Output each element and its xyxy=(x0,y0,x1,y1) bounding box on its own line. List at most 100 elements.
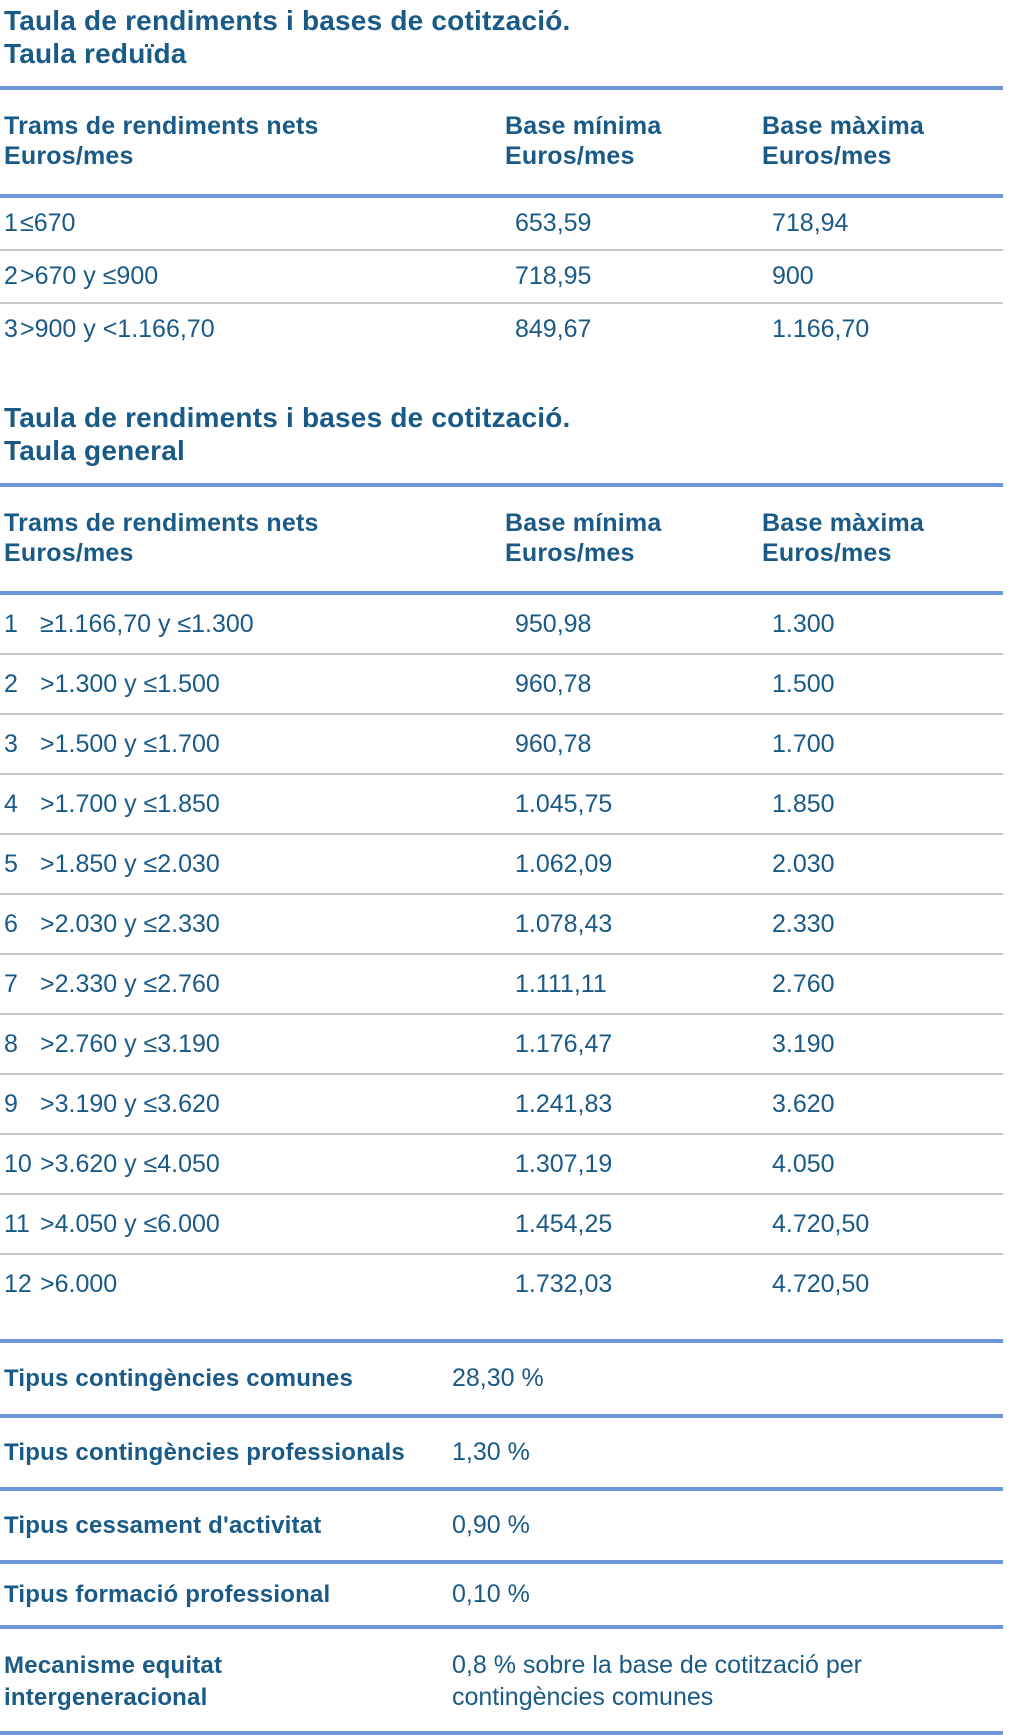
cell-base-minima: 1.176,47 xyxy=(515,1030,613,1058)
table-row: 7 >2.330 y ≤2.760 1.111,11 2.760 xyxy=(0,955,1003,1015)
rate-value: 0,10 % xyxy=(452,1580,530,1608)
column-header-trams: Trams de rendiments nets Euros/mes xyxy=(0,508,505,568)
column-header-base-minima-label: Base mínima xyxy=(505,509,662,537)
income-range: >1.700 y ≤1.850 xyxy=(40,790,220,818)
title-line-1: Taula de rendiments i bases de cotitzaci… xyxy=(4,402,571,433)
column-header-base-maxima-unit: Euros/mes xyxy=(762,539,892,567)
cell-base-maxima: 2.760 xyxy=(772,970,835,998)
column-header-base-maxima-unit: Euros/mes xyxy=(762,142,892,170)
table-row: 3>900 y <1.166,70 849,67 1.166,70 xyxy=(0,304,1003,355)
cell-base-maxima: 718,94 xyxy=(772,209,849,237)
rate-row: Mecanisme equitat intergeneracional 0,8 … xyxy=(0,1625,1003,1731)
rate-row: Tipus contingències professionals 1,30 % xyxy=(0,1414,1003,1487)
row-number: 3 xyxy=(4,315,18,343)
rate-label: Tipus formació professional xyxy=(4,1581,331,1608)
cell-tram: 1 ≥1.166,70 y ≤1.300 xyxy=(0,610,505,639)
cell-base-minima: 1.111,11 xyxy=(515,970,607,998)
row-number: 9 xyxy=(4,1090,18,1118)
column-header-base-minima-unit: Euros/mes xyxy=(505,539,635,567)
cell-base-maxima: 1.700 xyxy=(772,730,835,758)
row-number: 10 xyxy=(4,1150,32,1178)
table-row: 4 >1.700 y ≤1.850 1.045,75 1.850 xyxy=(0,775,1003,835)
cell-tram: 10 >3.620 y ≤4.050 xyxy=(0,1150,505,1179)
cell-tram: 3>900 y <1.166,70 xyxy=(0,315,505,344)
cell-base-maxima: 2.030 xyxy=(772,850,835,878)
column-header-base-maxima: Base màxima Euros/mes xyxy=(762,111,1003,171)
income-range: ≤670 xyxy=(20,209,76,237)
column-header-base-maxima: Base màxima Euros/mes xyxy=(762,508,1003,568)
rate-value: 0,90 % xyxy=(452,1511,530,1539)
column-header-base-minima-unit: Euros/mes xyxy=(505,142,635,170)
cell-base-minima: 1.045,75 xyxy=(515,790,613,818)
title-line-2: Taula general xyxy=(4,435,186,466)
rate-value: 0,8 % sobre la base de cotització per co… xyxy=(452,1651,862,1711)
cell-base-maxima: 900 xyxy=(772,262,814,290)
cell-base-maxima: 3.190 xyxy=(772,1030,835,1058)
rates-section: Tipus contingències comunes 28,30 % Tipu… xyxy=(0,1339,1003,1735)
row-number: 5 xyxy=(4,850,18,878)
cell-base-minima: 1.078,43 xyxy=(515,910,613,938)
cell-tram: 3 >1.500 y ≤1.700 xyxy=(0,730,505,759)
cell-tram: 4 >1.700 y ≤1.850 xyxy=(0,790,505,819)
cell-base-minima: 653,59 xyxy=(515,209,592,237)
income-range: >2.030 y ≤2.330 xyxy=(40,910,220,938)
cell-tram: 1≤670 xyxy=(0,209,505,238)
table-general-header-row: Trams de rendiments nets Euros/mes Base … xyxy=(0,483,1003,595)
table-row: 1≤670 653,59 718,94 xyxy=(0,198,1003,251)
table-general-section: Taula de rendiments i bases de cotitzaci… xyxy=(0,397,1003,1313)
cell-base-maxima: 4.720,50 xyxy=(772,1210,870,1238)
row-number: 3 xyxy=(4,730,18,758)
cell-tram: 8 >2.760 y ≤3.190 xyxy=(0,1030,505,1059)
table-row: 1 ≥1.166,70 y ≤1.300 950,98 1.300 xyxy=(0,595,1003,655)
column-header-trams-unit: Euros/mes xyxy=(4,142,134,170)
cell-base-maxima: 4.720,50 xyxy=(772,1270,870,1298)
cell-tram: 6 >2.030 y ≤2.330 xyxy=(0,910,505,939)
income-range: >1.500 y ≤1.700 xyxy=(40,730,220,758)
cell-base-maxima: 4.050 xyxy=(772,1150,835,1178)
title-line-1: Taula de rendiments i bases de cotitzaci… xyxy=(4,5,571,36)
cell-base-minima: 1.732,03 xyxy=(515,1270,613,1298)
rate-row: Tipus formació professional 0,10 % xyxy=(0,1560,1003,1625)
column-header-trams-unit: Euros/mes xyxy=(4,539,134,567)
rate-label: Tipus contingències professionals xyxy=(4,1439,405,1466)
table-general-title: Taula de rendiments i bases de cotitzaci… xyxy=(0,397,1003,467)
row-number: 2 xyxy=(4,262,18,290)
rate-row: Tipus contingències comunes 28,30 % xyxy=(0,1339,1003,1414)
table-row: 3 >1.500 y ≤1.700 960,78 1.700 xyxy=(0,715,1003,775)
rate-label: Tipus contingències comunes xyxy=(4,1365,354,1392)
row-number: 2 xyxy=(4,670,18,698)
cell-base-minima: 960,78 xyxy=(515,730,592,758)
cell-base-minima: 1.307,19 xyxy=(515,1150,613,1178)
income-range: >1.850 y ≤2.030 xyxy=(40,850,220,878)
row-number: 11 xyxy=(4,1210,30,1238)
income-range: >6.000 xyxy=(40,1270,118,1298)
column-header-trams-label: Trams de rendiments nets xyxy=(4,112,319,140)
cell-base-minima: 1.241,83 xyxy=(515,1090,613,1118)
table-row: 12 >6.000 1.732,03 4.720,50 xyxy=(0,1255,1003,1313)
table-row: 8 >2.760 y ≤3.190 1.176,47 3.190 xyxy=(0,1015,1003,1075)
income-range: >2.760 y ≤3.190 xyxy=(40,1030,220,1058)
income-range: >3.620 y ≤4.050 xyxy=(40,1150,220,1178)
income-range: >670 y ≤900 xyxy=(20,262,159,290)
income-range: >900 y <1.166,70 xyxy=(20,315,215,343)
table-row: 9 >3.190 y ≤3.620 1.241,83 3.620 xyxy=(0,1075,1003,1135)
column-header-base-maxima-label: Base màxima xyxy=(762,112,925,140)
cell-tram: 11 >4.050 y ≤6.000 xyxy=(0,1210,505,1239)
row-number: 4 xyxy=(4,790,18,818)
column-header-base-minima: Base mínima Euros/mes xyxy=(505,111,762,171)
table-row: 10 >3.620 y ≤4.050 1.307,19 4.050 xyxy=(0,1135,1003,1195)
rate-label: Tipus cessament d'activitat xyxy=(4,1512,322,1539)
cell-tram: 2 >1.300 y ≤1.500 xyxy=(0,670,505,699)
row-number: 7 xyxy=(4,970,18,998)
rate-value: 1,30 % xyxy=(452,1438,530,1466)
table-row: 11 >4.050 y ≤6.000 1.454,25 4.720,50 xyxy=(0,1195,1003,1255)
row-number: 1 xyxy=(4,610,18,638)
income-range: ≥1.166,70 y ≤1.300 xyxy=(40,610,254,638)
cell-base-maxima: 1.300 xyxy=(772,610,835,638)
income-range: >3.190 y ≤3.620 xyxy=(40,1090,220,1118)
cell-base-minima: 960,78 xyxy=(515,670,592,698)
table-general-body: 1 ≥1.166,70 y ≤1.300 950,98 1.300 2 >1.300… xyxy=(0,595,1003,1313)
cell-base-maxima: 1.166,70 xyxy=(772,315,870,343)
cell-base-minima: 950,98 xyxy=(515,610,592,638)
